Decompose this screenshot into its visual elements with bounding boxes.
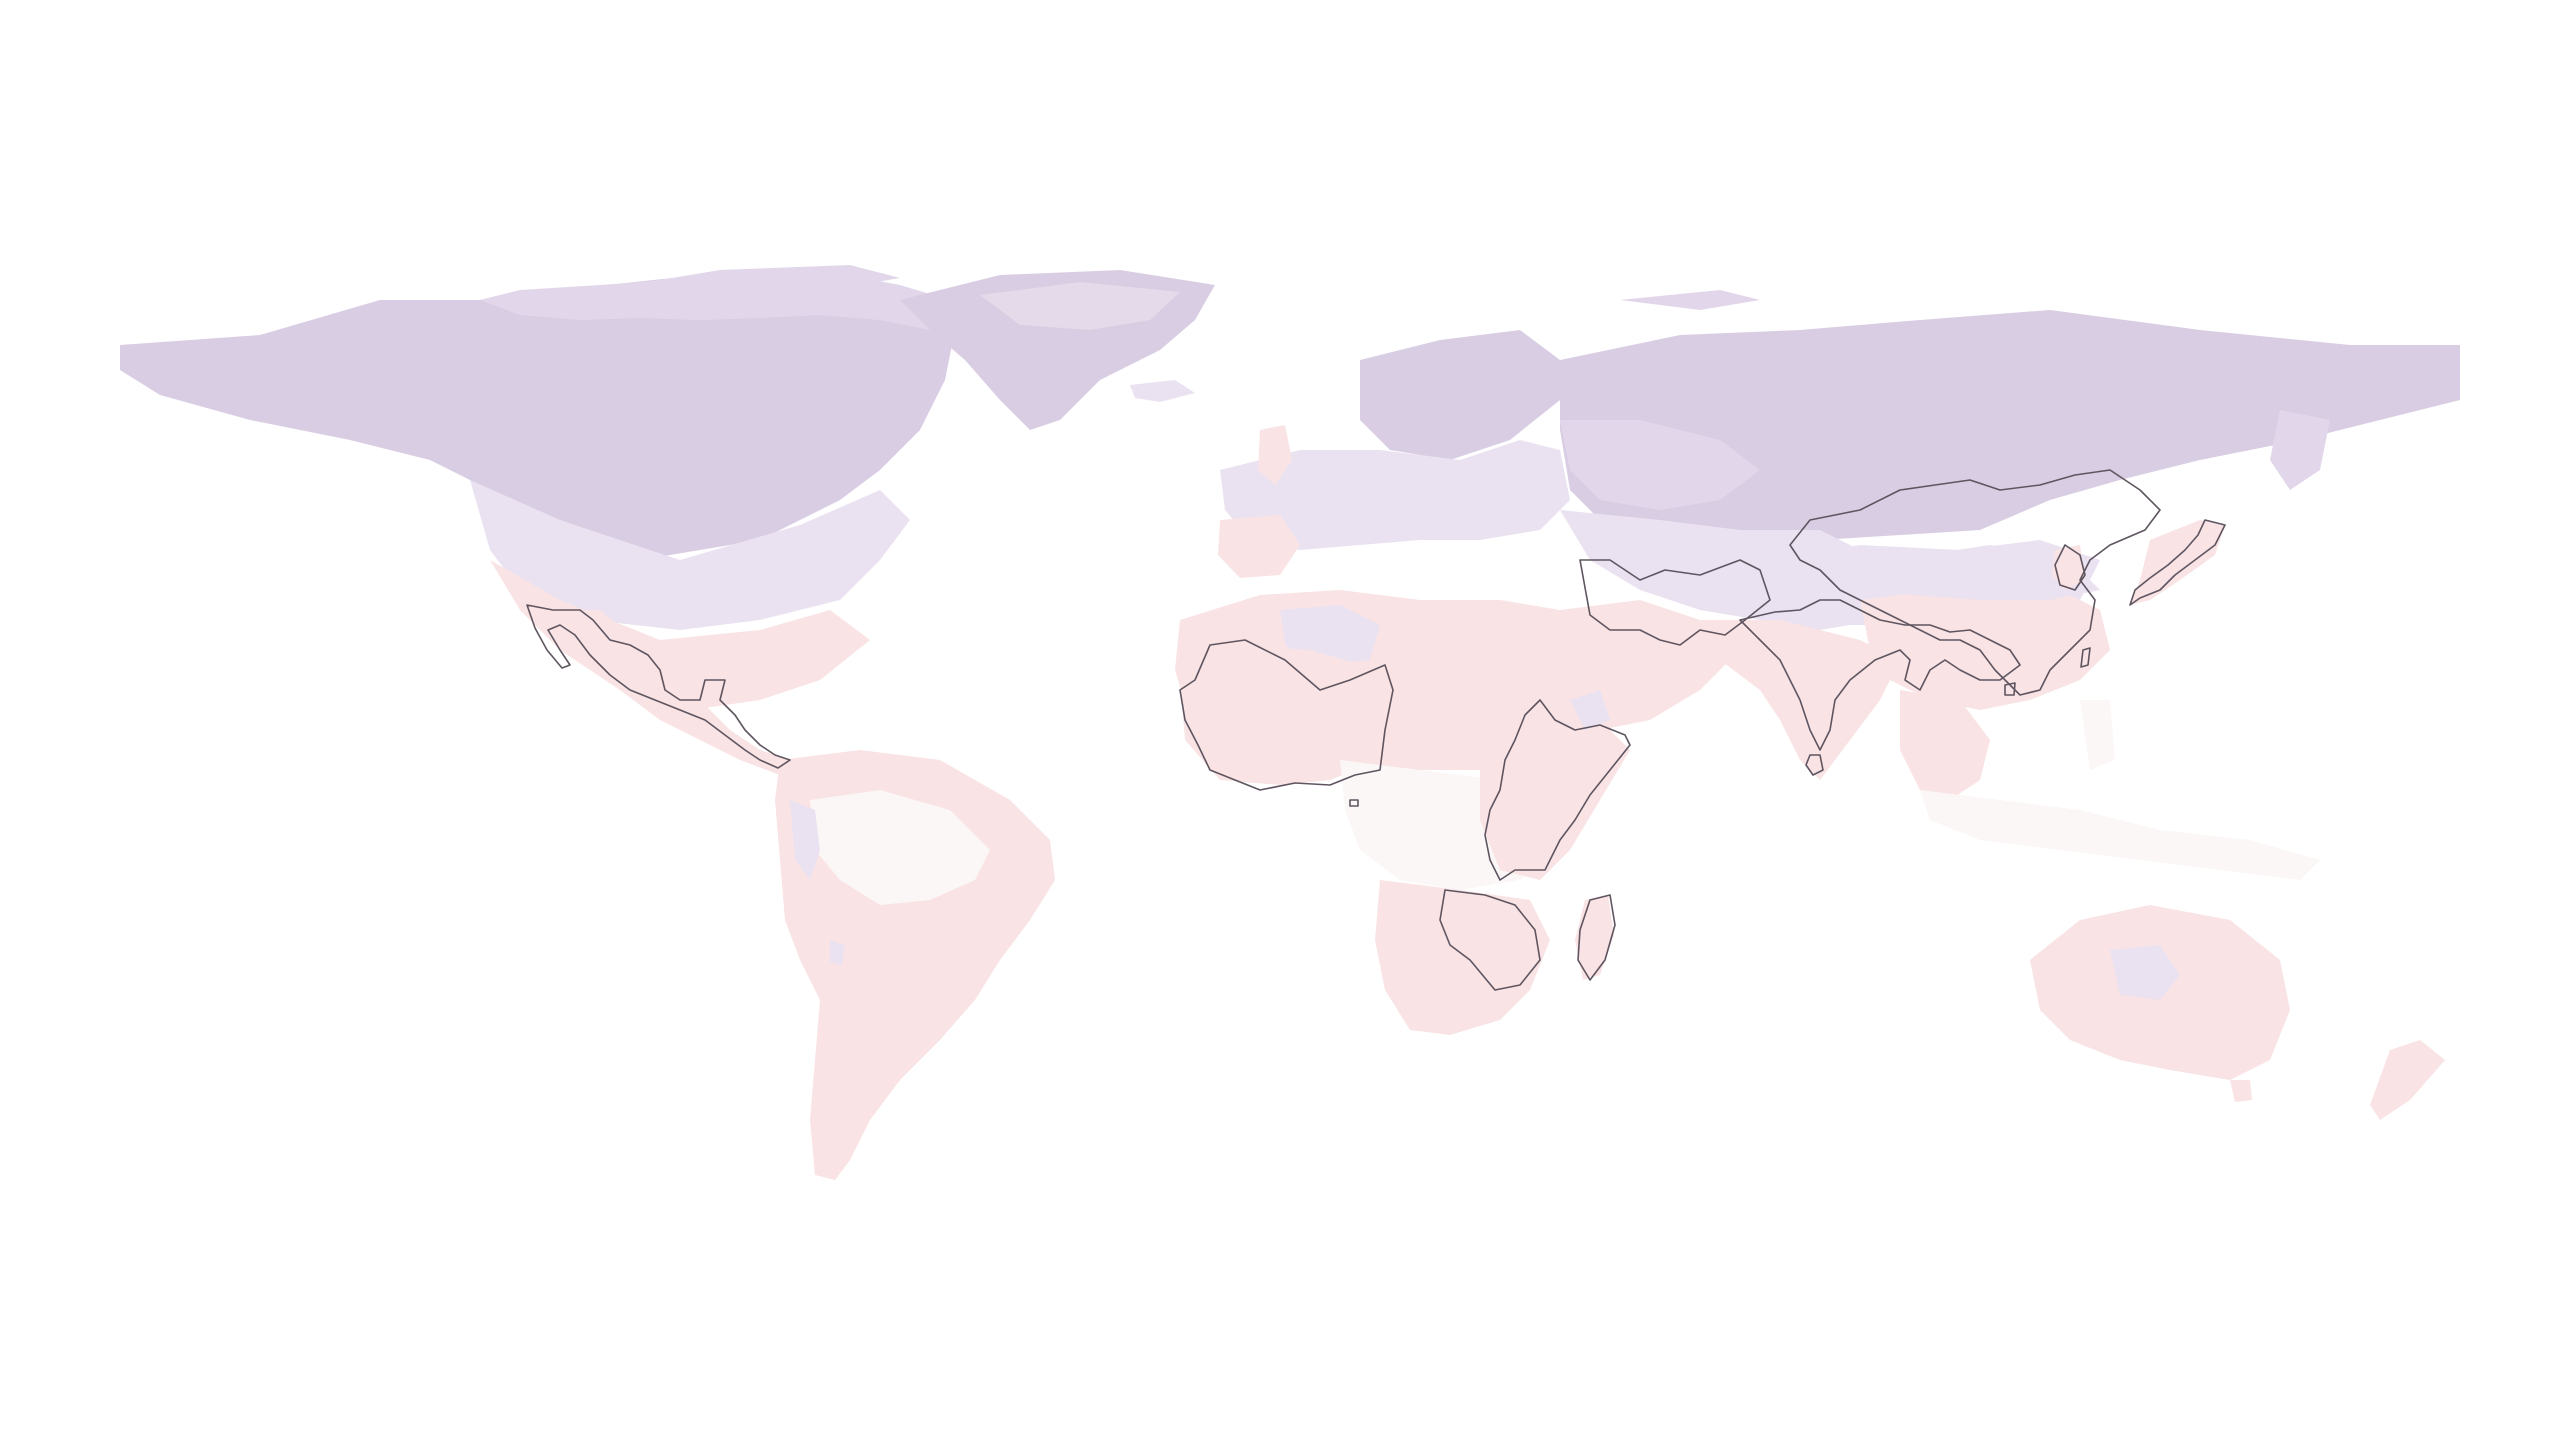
land-kamchatka — [2270, 410, 2330, 490]
land-red-sea-cool — [1570, 690, 1610, 730]
land-east-africa — [1480, 700, 1630, 880]
land-china-cool — [1890, 545, 2100, 600]
land-iberia-warm — [1218, 515, 1300, 578]
land-arabia — [1560, 600, 1740, 730]
outline-east-asia — [1789, 469, 2161, 696]
outline-southern-africa — [1439, 889, 1541, 991]
outline-sri-lanka — [1805, 754, 1824, 776]
land-amazon-neutral — [810, 790, 990, 905]
land-greenland-highlight — [980, 282, 1180, 330]
outline-west-africa — [1179, 639, 1394, 791]
land-north-america-cold — [120, 275, 955, 560]
land-mexico-central — [540, 610, 790, 775]
land-europe-temperate — [1220, 440, 1570, 550]
outline-east-africa — [1484, 699, 1631, 881]
outline-korea — [2054, 544, 2086, 591]
land-europe-cold — [1360, 330, 1560, 460]
outline-hainan — [2004, 682, 2016, 696]
land-arctic-islands-east — [1620, 290, 1760, 310]
land-southern-africa — [1375, 880, 1550, 1035]
land-andes-cool — [790, 800, 820, 880]
land-china — [1860, 590, 2110, 710]
land-usa-south — [490, 560, 870, 710]
region-outlines — [526, 469, 2226, 991]
land-iceland — [1130, 380, 1195, 402]
land-new-zealand — [2370, 1040, 2445, 1120]
land-arctic-islands — [600, 265, 900, 305]
land-siberia — [1560, 310, 2460, 550]
outline-mexico-central-america — [526, 604, 791, 769]
land-australia-cool — [2110, 945, 2180, 1000]
outline-madagascar — [1577, 894, 1616, 981]
land-siberia-light — [1560, 420, 1760, 510]
land-north-america-temperate — [470, 480, 910, 630]
shaded-land — [120, 265, 2460, 1180]
outline-small-island — [1349, 799, 1359, 807]
land-southeast-asia — [1900, 690, 1990, 800]
land-andes-cool-2 — [830, 940, 845, 965]
land-west-africa — [1180, 645, 1390, 785]
land-philippines — [2080, 700, 2115, 770]
outline-arabia-iran — [1579, 559, 1771, 646]
outline-japan — [2129, 519, 2226, 606]
land-tasmania — [2230, 1080, 2252, 1102]
outline-taiwan — [2080, 647, 2091, 668]
land-indonesia — [1920, 790, 2320, 880]
land-madagascar — [1575, 895, 1614, 980]
land-uk — [1258, 425, 1292, 485]
land-japan-fill — [2130, 520, 2225, 605]
outline-south-asia — [1739, 599, 2021, 751]
